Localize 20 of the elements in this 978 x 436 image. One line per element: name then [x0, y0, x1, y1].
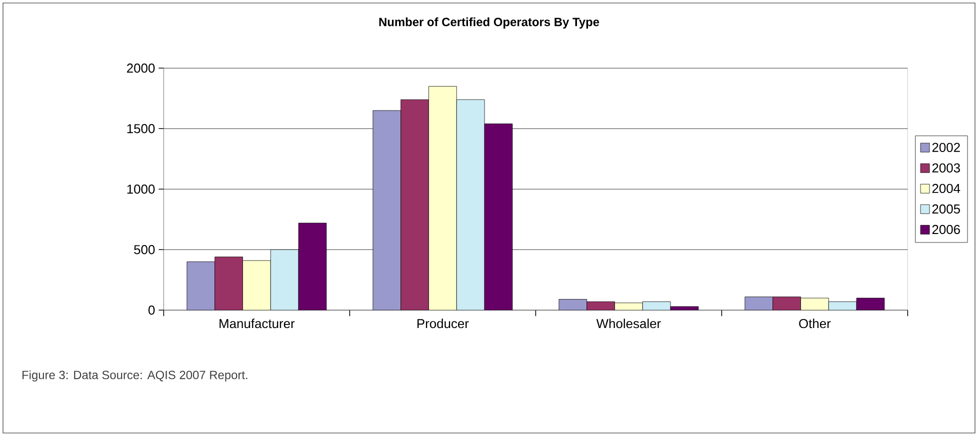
legend-label: 2006: [932, 224, 960, 234]
bar: [186, 262, 216, 310]
bar: [744, 296, 774, 310]
chart-title: Number of Certified Operators By Type: [379, 17, 600, 29]
bar: [372, 110, 402, 310]
x-tick-label: Other: [799, 318, 831, 328]
legend-label: 2002: [932, 142, 960, 152]
legend-label: 2004: [932, 184, 960, 194]
bar: [558, 299, 587, 310]
caption: Figure 3: Data Source: AQIS 2007 Report.: [22, 370, 248, 382]
y-tick-label: 1000: [127, 184, 155, 194]
legend-label: 2005: [932, 204, 960, 214]
y-tick-label: 2000: [127, 64, 155, 73]
legend-label: 2003: [932, 163, 960, 173]
y-tick-label: 500: [134, 245, 155, 254]
x-tick-label: Producer: [417, 318, 469, 328]
x-tick-label: Manufacturer: [220, 318, 295, 328]
y-tick-label: 0: [148, 306, 155, 315]
x-tick-label: Wholesaler: [596, 318, 661, 328]
y-tick-label: 1500: [127, 124, 155, 134]
